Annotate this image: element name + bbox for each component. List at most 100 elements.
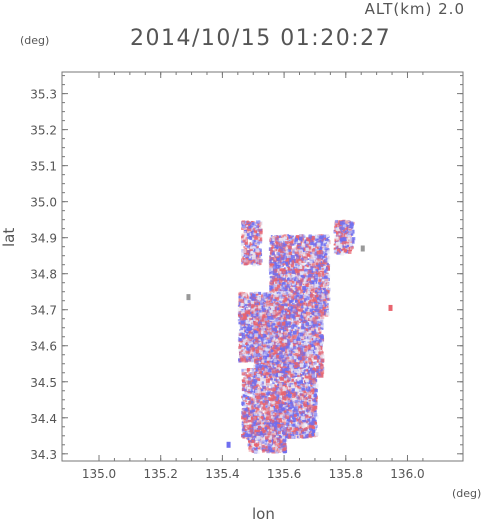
radar-cell <box>248 225 252 229</box>
x-axis-unit: (deg) <box>452 487 482 500</box>
radar-cell <box>315 278 318 282</box>
radar-cell <box>285 286 288 290</box>
radar-cell <box>311 280 315 284</box>
radar-cell <box>300 292 304 297</box>
radar-cell <box>316 277 319 280</box>
radar-cell <box>287 269 292 274</box>
radar-cell <box>241 293 244 296</box>
radar-cell <box>303 258 308 262</box>
radar-cell <box>326 305 329 308</box>
radar-cell <box>299 236 303 241</box>
radar-cell <box>303 265 306 269</box>
radar-cell <box>319 235 324 240</box>
radar-cell <box>306 240 309 242</box>
radar-cell <box>306 286 309 289</box>
radar-cell <box>305 263 310 268</box>
radar-cell <box>246 230 250 234</box>
radar-cell <box>308 266 312 269</box>
radar-cell <box>250 346 254 351</box>
radar-cell <box>239 351 242 354</box>
radar-cell <box>318 279 322 283</box>
radar-cell <box>314 283 319 288</box>
radar-cell <box>238 333 242 336</box>
radar-cell <box>285 288 288 292</box>
radar-cell <box>249 333 252 336</box>
radar-cell <box>292 311 295 314</box>
radar-cell <box>310 288 315 293</box>
radar-cell <box>276 257 279 261</box>
radar-cell <box>256 221 259 224</box>
radar-cell <box>269 241 273 245</box>
radar-cell <box>291 259 294 262</box>
y-axis-unit: (deg) <box>20 34 50 47</box>
radar-cell <box>323 241 326 244</box>
radar-cell <box>244 329 247 331</box>
radar-cell <box>251 222 255 226</box>
radar-cell <box>289 297 292 300</box>
radar-cell <box>278 279 283 284</box>
radar-cell <box>303 278 307 282</box>
radar-cell <box>270 247 273 249</box>
radar-cell <box>239 305 242 308</box>
radar-cell <box>289 243 293 247</box>
radar-cell <box>249 235 253 239</box>
radar-cell <box>308 283 312 286</box>
radar-cell <box>324 247 327 250</box>
radar-cell <box>314 290 317 293</box>
radar-cell <box>315 257 320 262</box>
radar-cell <box>323 254 326 257</box>
radar-cell <box>299 279 303 283</box>
radar-cell <box>299 255 302 258</box>
radar-cell <box>315 262 319 266</box>
radar-cell <box>288 301 291 305</box>
radar-cell <box>241 335 246 340</box>
x-axis-label: lon <box>252 505 275 523</box>
radar-cell <box>244 246 247 249</box>
radar-cell <box>324 291 329 295</box>
radar-cell <box>270 294 274 298</box>
radar-cell <box>279 292 283 297</box>
radar-cell <box>324 278 329 283</box>
radar-cell <box>324 244 326 247</box>
radar-cell <box>253 229 258 234</box>
radar-cell <box>305 278 309 281</box>
radar-cell <box>327 298 330 301</box>
radar-cell <box>305 247 309 252</box>
radar-cell <box>271 246 274 248</box>
radar-cell <box>318 294 322 298</box>
radar-cell <box>252 245 255 249</box>
radar-cell <box>311 277 314 280</box>
radar-cell <box>315 234 320 239</box>
radar-cell <box>280 273 283 277</box>
radar-cell <box>280 247 285 252</box>
radar-cell <box>283 236 287 240</box>
radar-cell <box>320 270 325 275</box>
radar-cell <box>302 301 305 304</box>
radar-cell <box>291 247 295 252</box>
radar-cell <box>293 242 296 246</box>
radar-cell <box>294 234 297 237</box>
radar-cell <box>245 258 249 261</box>
radar-cell <box>317 281 321 285</box>
radar-cell <box>256 233 260 237</box>
radar-cell <box>274 273 278 277</box>
radar-cell <box>280 234 283 237</box>
radar-cell <box>325 311 330 316</box>
radar-cell <box>288 263 291 266</box>
radar-cell <box>278 292 282 295</box>
radar-cell <box>302 241 306 246</box>
radar-cell <box>274 301 277 304</box>
radar-cell <box>279 296 284 301</box>
radar-cell <box>338 233 341 236</box>
radar-cell <box>270 273 273 277</box>
radar-cell <box>300 274 304 279</box>
radar-cell <box>304 241 307 244</box>
radar-cell <box>291 235 294 238</box>
radar-cell <box>325 299 328 302</box>
radar-cell <box>309 260 313 264</box>
radar-cell <box>282 279 286 283</box>
radar-cell <box>276 272 279 275</box>
radar-cell <box>315 270 318 273</box>
radar-cell <box>276 276 279 279</box>
radar-cell <box>320 278 323 280</box>
